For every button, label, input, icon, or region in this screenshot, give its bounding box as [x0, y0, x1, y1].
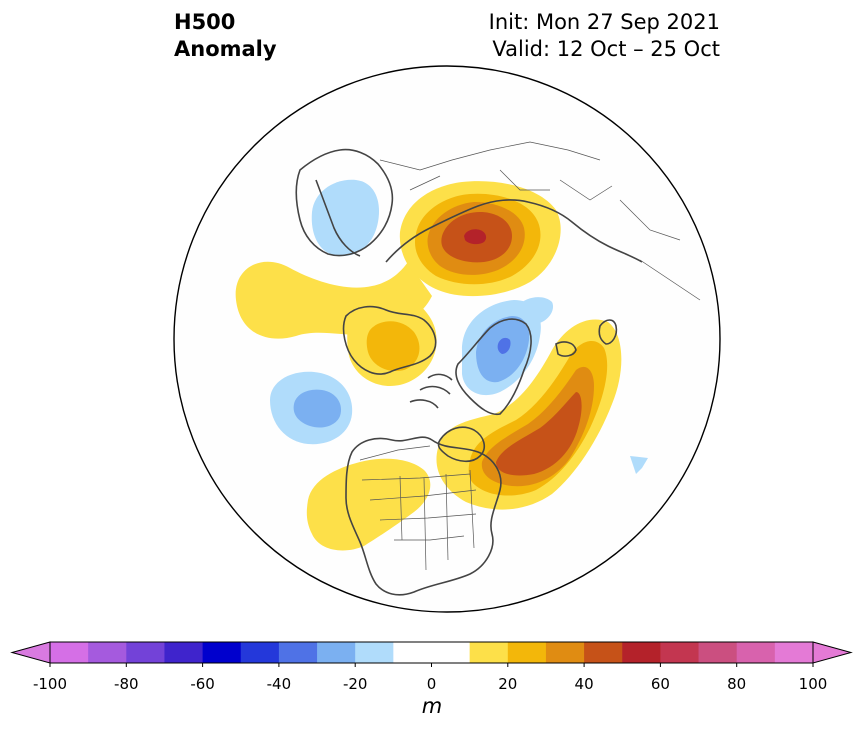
colorbar-segment — [393, 642, 432, 663]
colorbar-segment — [431, 642, 471, 663]
alaska-coast — [342, 305, 437, 375]
colorbar-tick-label: -60 — [190, 675, 215, 693]
positive-anomaly-atlantic-core — [496, 392, 582, 476]
colorbar-segment — [50, 642, 89, 663]
north-america-coast — [345, 436, 502, 596]
variable-title: H500 — [174, 10, 236, 34]
scandinavia-coast — [315, 179, 361, 257]
map-background — [174, 66, 720, 612]
arctic-islands — [409, 373, 453, 409]
colorbar-segment — [660, 642, 700, 663]
iceland-coast — [555, 341, 577, 357]
colorbar-segment — [278, 642, 318, 663]
negative-anomaly-greenland-core — [497, 337, 511, 354]
borders — [359, 141, 701, 571]
negative-anomaly-atlantic-small — [630, 456, 648, 474]
colorbar-segment — [774, 642, 814, 663]
colorbar-tick-label: 60 — [650, 675, 670, 693]
colorbar-segment — [88, 642, 127, 663]
colorbar-segment — [698, 642, 738, 663]
colorbar — [10, 641, 853, 667]
colorbar-over-arrow — [812, 641, 853, 664]
border-lines — [359, 445, 477, 571]
map-boundary — [173, 65, 721, 613]
positive-anomaly-siberia-core — [464, 229, 487, 245]
negative-anomaly-pacific-core — [293, 389, 342, 428]
valid-range: Valid: 12 Oct – 25 Oct — [492, 37, 720, 61]
colorbar-tick-label: -20 — [342, 675, 368, 693]
colorbar-segment — [126, 642, 165, 663]
coastlines — [295, 148, 643, 596]
positive-anomaly-alaska-core — [366, 321, 420, 372]
colorbar-segment — [545, 642, 585, 663]
unit-label: m — [421, 694, 443, 718]
colorbar-tick-label: -100 — [32, 675, 68, 693]
colorbar-segment — [202, 642, 242, 663]
anomaly-contours — [235, 179, 648, 551]
colorbar-ticks — [49, 663, 814, 667]
colorbar-segment — [164, 642, 204, 663]
negative-anomaly-europe — [311, 179, 380, 257]
colorbar-tick-label: 20 — [498, 675, 518, 693]
colorbar-under-arrow — [10, 641, 51, 664]
field-title: Anomaly — [174, 37, 277, 61]
colorbar-segment — [317, 642, 356, 663]
uk-coast — [598, 319, 618, 345]
siberia-coast — [385, 199, 643, 263]
init-date: Init: Mon 27 Sep 2021 — [488, 10, 720, 34]
colorbar-segment — [507, 642, 547, 663]
eurasia-borders — [379, 141, 701, 301]
greenland-coast — [455, 318, 532, 416]
colorbar-segment — [240, 642, 280, 663]
positive-anomaly-western-na — [306, 458, 431, 551]
colorbar-tick-label: 40 — [574, 675, 594, 693]
hudson-bay-coast — [437, 426, 486, 463]
colorbar-tick-label: -40 — [266, 675, 292, 693]
colorbar-segment — [355, 642, 394, 663]
colorbar-segments — [50, 642, 814, 663]
colorbar-segment — [622, 642, 661, 663]
colorbar-segment — [469, 642, 509, 663]
europe-coast — [295, 148, 394, 257]
negative-anomaly-europe-2 — [517, 297, 554, 324]
colorbar-segment — [584, 642, 623, 663]
colorbar-tick-label: -80 — [114, 675, 139, 693]
colorbar-tick-label: 100 — [798, 675, 828, 693]
colorbar-tick-label: 0 — [426, 675, 437, 693]
colorbar-tick-label: 80 — [727, 675, 747, 693]
anomaly-map — [173, 65, 721, 613]
title-right: Init: Mon 27 Sep 2021 Valid: 12 Oct – 25… — [489, 9, 720, 63]
colorbar-segment — [736, 642, 776, 663]
title-left: H500 Anomaly — [174, 9, 277, 63]
